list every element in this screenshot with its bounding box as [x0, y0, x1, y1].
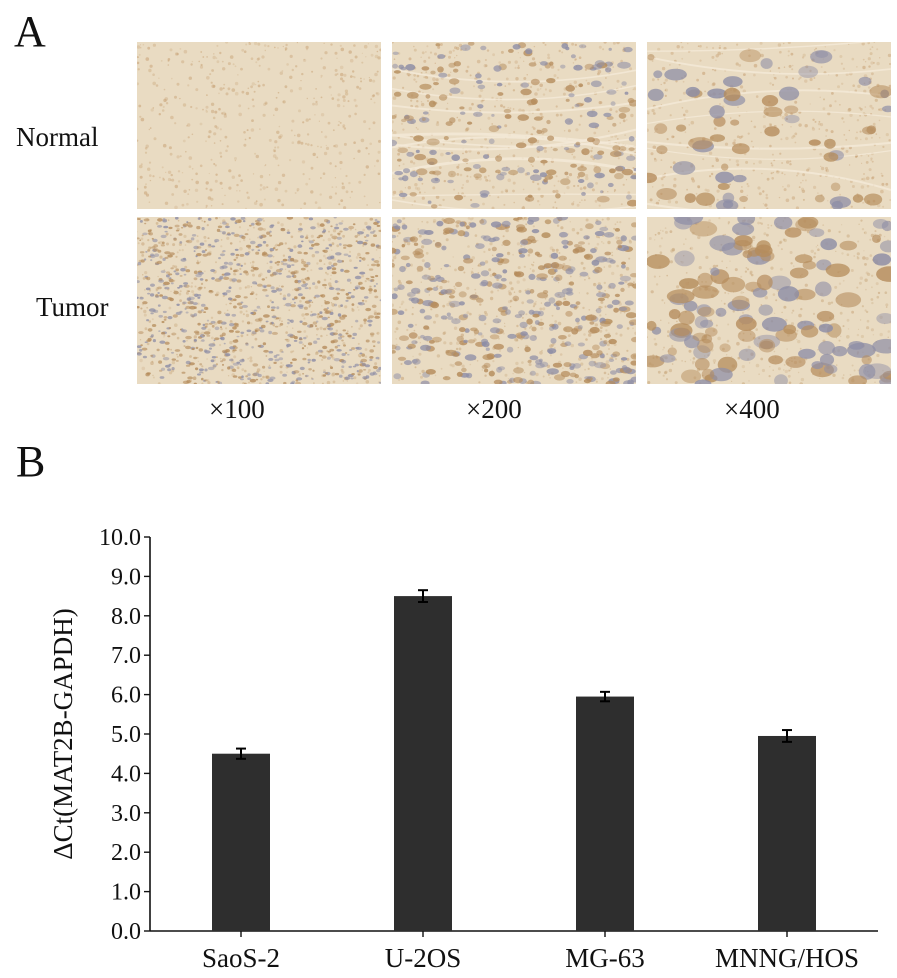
y-tick-label: 4.0	[111, 761, 141, 787]
y-tick-label: 10.0	[99, 525, 141, 551]
magnification-label-x400: ×400	[724, 394, 780, 424]
y-tick-label: 0.0	[111, 919, 141, 945]
x-tick-label: SaoS-2	[202, 943, 280, 973]
micrograph-normal-x400	[647, 42, 891, 209]
panel-b-letter: B	[16, 437, 46, 486]
y-axis-label: ΔCt(MAT2B-GAPDH)	[48, 608, 78, 859]
magnification-label-x200: ×200	[466, 394, 522, 424]
x-tick-label: MG-63	[565, 943, 645, 973]
y-tick-label: 5.0	[111, 722, 141, 748]
y-tick-label: 6.0	[111, 683, 141, 709]
micrograph-tumor-x100	[137, 217, 381, 384]
y-tick-label: 2.0	[111, 840, 141, 866]
panel-a-letter: A	[14, 7, 46, 56]
micrograph-tumor-x200	[392, 217, 636, 384]
bar	[758, 735, 816, 931]
y-tick-label: 8.0	[111, 604, 141, 630]
magnification-label-x100: ×100	[209, 394, 265, 424]
micrograph-normal-x200	[392, 42, 636, 209]
y-tick-label: 7.0	[111, 643, 141, 669]
bar	[212, 753, 270, 931]
x-tick-label: MNNG/HOS	[715, 943, 859, 973]
bar	[576, 696, 634, 931]
row-label-tumor: Tumor	[36, 292, 109, 322]
y-tick-label: 1.0	[111, 880, 141, 906]
row-label-normal: Normal	[16, 122, 99, 152]
bar	[394, 596, 452, 931]
y-tick-label: 9.0	[111, 564, 141, 590]
micrograph-normal-x100	[137, 42, 381, 209]
micrograph-tumor-x400	[647, 217, 891, 384]
x-tick-label: U-2OS	[385, 943, 462, 973]
y-tick-label: 3.0	[111, 801, 141, 827]
